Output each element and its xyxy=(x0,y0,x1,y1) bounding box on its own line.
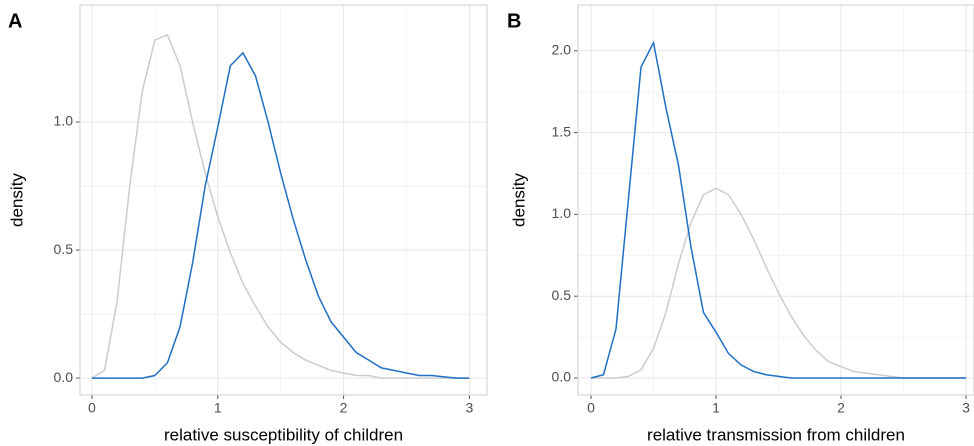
plot-border xyxy=(577,4,974,396)
plot-border xyxy=(79,4,488,396)
y-tick-label: 0.0 xyxy=(552,369,572,385)
y-tick-label: 1.5 xyxy=(552,123,572,139)
panel-label: A xyxy=(8,10,22,32)
x-tick-label: 1 xyxy=(712,400,720,416)
y-tick-label: 1.0 xyxy=(54,113,74,129)
x-tick-label: 0 xyxy=(88,400,96,416)
x-axis-title: relative transmission from children xyxy=(647,425,905,444)
density-line xyxy=(91,33,470,379)
x-tick-label: 0 xyxy=(587,400,595,416)
density-line xyxy=(91,51,470,379)
y-tick-label: 0.5 xyxy=(54,241,74,257)
x-axis-title: relative susceptibility of children xyxy=(164,425,403,444)
y-tick-label: 1.0 xyxy=(552,205,572,221)
y-tick-label: 2.0 xyxy=(552,42,572,58)
panel-label: B xyxy=(507,10,521,32)
x-tick-label: 1 xyxy=(214,400,222,416)
y-tick-label: 0.0 xyxy=(54,369,74,385)
y-axis-title: density xyxy=(509,173,528,227)
x-tick-label: 2 xyxy=(837,400,845,416)
x-tick-label: 3 xyxy=(465,400,473,416)
plot-background xyxy=(578,5,974,395)
density-line xyxy=(590,40,966,379)
y-axis-title: density xyxy=(7,173,26,227)
y-tick-label: 0.5 xyxy=(552,287,572,303)
x-tick-label: 2 xyxy=(340,400,348,416)
plot-background xyxy=(80,5,487,395)
x-tick-label: 3 xyxy=(962,400,970,416)
